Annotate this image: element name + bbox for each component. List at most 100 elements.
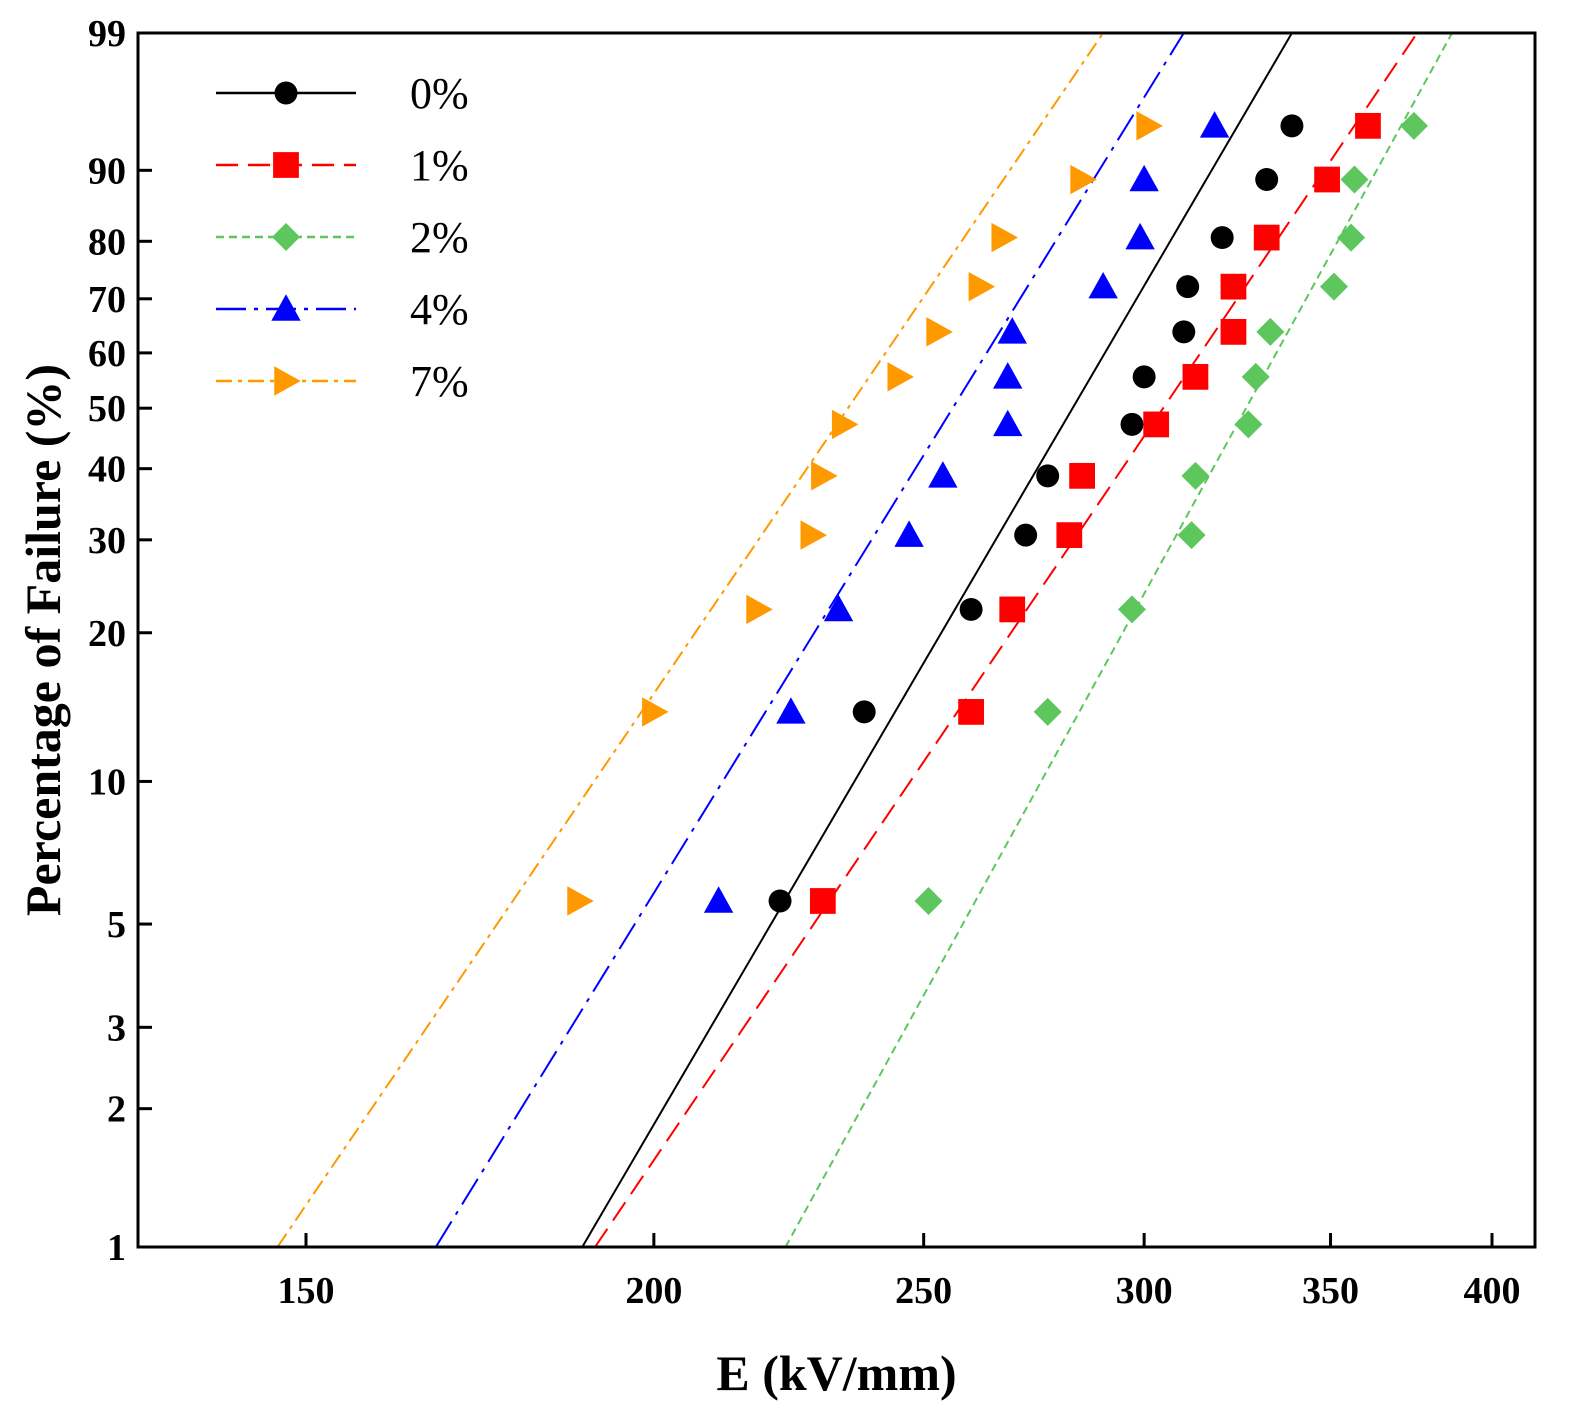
data-point-series-0-4 bbox=[1036, 464, 1060, 488]
fit-line-series-4 bbox=[276, 32, 1104, 1248]
data-point-series-3-3 bbox=[894, 520, 924, 547]
data-point-series-2-5 bbox=[1234, 410, 1263, 439]
data-point-series-1-2 bbox=[999, 596, 1026, 623]
legend-label-1: 1% bbox=[410, 141, 469, 190]
y-axis-label: Percentage of Failure (%) bbox=[15, 364, 71, 916]
y-tick-label-7: 40 bbox=[88, 449, 126, 491]
x-tick-label-1: 200 bbox=[625, 1270, 682, 1312]
data-point-series-4-2 bbox=[746, 594, 773, 625]
data-point-series-2-4 bbox=[1181, 461, 1210, 490]
data-point-series-4-6 bbox=[887, 362, 914, 392]
y-tick-label-1: 2 bbox=[107, 1089, 126, 1131]
data-point-series-1-7 bbox=[1220, 318, 1247, 345]
data-point-series-0-6 bbox=[1132, 365, 1156, 389]
y-tick-label-12: 90 bbox=[88, 150, 126, 192]
data-point-series-4-1 bbox=[642, 697, 669, 727]
data-point-series-0-11 bbox=[1280, 114, 1304, 138]
data-point-series-0-5 bbox=[1120, 412, 1144, 436]
legend-marker-4 bbox=[274, 366, 301, 396]
y-tick-label-10: 70 bbox=[88, 279, 126, 321]
data-point-series-1-11 bbox=[1355, 112, 1381, 139]
x-axis-ticks: 150 200 250 300 350 400 bbox=[278, 1233, 1521, 1312]
y-tick-label-11: 80 bbox=[88, 221, 126, 263]
y-tick-label-13: 99 bbox=[88, 13, 126, 55]
data-point-series-1-8 bbox=[1220, 273, 1247, 300]
data-point-series-0-10 bbox=[1255, 168, 1279, 192]
y-tick-label-8: 50 bbox=[88, 388, 126, 430]
legend-label-3: 4% bbox=[410, 285, 469, 334]
data-point-series-2-3 bbox=[1177, 521, 1206, 550]
data-point-series-3-0 bbox=[703, 886, 734, 913]
x-tick-label-3: 300 bbox=[1116, 1270, 1173, 1312]
x-tick-label-0: 150 bbox=[278, 1270, 335, 1312]
fit-line-series-1 bbox=[594, 32, 1419, 1248]
data-point-series-1-9 bbox=[1253, 224, 1280, 251]
data-point-series-3-9 bbox=[1125, 222, 1155, 250]
data-point-series-2-6 bbox=[1241, 362, 1270, 391]
legend-marker-0 bbox=[274, 81, 298, 105]
data-point-series-4-9 bbox=[991, 222, 1018, 253]
data-point-series-2-10 bbox=[1340, 165, 1369, 194]
x-tick-label-2: 250 bbox=[895, 1270, 952, 1312]
data-point-series-4-8 bbox=[968, 271, 996, 302]
data-point-series-3-8 bbox=[1088, 271, 1118, 299]
data-point-series-1-3 bbox=[1056, 522, 1083, 548]
legend: 0% 1% 2% 4% 7% bbox=[216, 69, 469, 406]
data-point-series-2-1 bbox=[1033, 697, 1062, 726]
data-point-series-0-1 bbox=[852, 700, 876, 724]
y-tick-label-0: 1 bbox=[107, 1227, 126, 1269]
y-tick-label-4: 10 bbox=[88, 761, 126, 803]
data-point-series-0-9 bbox=[1210, 226, 1234, 250]
legend-label-0: 0% bbox=[410, 69, 469, 118]
data-point-series-1-6 bbox=[1182, 363, 1209, 390]
data-point-series-4-0 bbox=[567, 886, 594, 916]
data-point-series-1-10 bbox=[1314, 166, 1340, 193]
data-point-series-0-8 bbox=[1176, 275, 1200, 299]
x-tick-label-4: 350 bbox=[1302, 1270, 1359, 1312]
data-point-series-1-5 bbox=[1143, 411, 1170, 438]
plot-frame bbox=[136, 31, 1537, 1249]
fit-line-series-2 bbox=[784, 32, 1453, 1248]
data-point-series-4-4 bbox=[811, 461, 838, 491]
data-point-series-4-10 bbox=[1070, 164, 1097, 195]
legend-label-2: 2% bbox=[410, 213, 469, 262]
data-point-series-3-10 bbox=[1129, 164, 1159, 192]
y-tick-label-9: 60 bbox=[88, 333, 126, 375]
legend-marker-3 bbox=[271, 294, 301, 321]
legend-marker-1 bbox=[273, 152, 299, 178]
data-point-series-3-11 bbox=[1199, 111, 1230, 138]
data-point-series-3-1 bbox=[776, 697, 806, 724]
fit-line-series-0 bbox=[581, 32, 1293, 1248]
data-point-series-1-0 bbox=[809, 888, 836, 914]
data-point-series-2-0 bbox=[914, 886, 943, 915]
y-tick-label-6: 30 bbox=[88, 520, 126, 562]
data-point-series-2-7 bbox=[1256, 317, 1285, 346]
fit-line-series-3 bbox=[434, 32, 1185, 1248]
data-point-series-4-7 bbox=[926, 317, 953, 347]
data-point-series-3-4 bbox=[928, 461, 958, 488]
data-point-series-0-2 bbox=[959, 597, 983, 621]
y-axis-ticks: 1 2 3 5 10 20 30 40 50 60 70 80 90 99 bbox=[88, 13, 152, 1269]
data-point-series-0-7 bbox=[1172, 320, 1196, 344]
data-point-series-3-5 bbox=[993, 409, 1023, 437]
data-point-series-2-11 bbox=[1399, 111, 1428, 140]
data-point-series-0-0 bbox=[768, 889, 792, 913]
y-tick-label-5: 20 bbox=[88, 613, 126, 655]
data-point-series-2-9 bbox=[1337, 223, 1366, 252]
data-point-series-4-11 bbox=[1136, 111, 1163, 141]
x-axis-label: E (kV/mm) bbox=[716, 1345, 956, 1401]
legend-marker-2 bbox=[272, 223, 300, 251]
data-point-series-1-4 bbox=[1069, 462, 1095, 489]
data-point-series-4-5 bbox=[831, 409, 859, 440]
data-point-series-2-2 bbox=[1117, 595, 1146, 624]
data-point-series-3-6 bbox=[993, 362, 1023, 389]
y-tick-label-2: 3 bbox=[107, 1007, 126, 1049]
data-point-series-2-8 bbox=[1319, 272, 1348, 301]
x-tick-label-5: 400 bbox=[1464, 1270, 1521, 1312]
data-points bbox=[567, 111, 1428, 916]
data-point-series-3-7 bbox=[997, 317, 1027, 344]
data-point-series-4-3 bbox=[800, 520, 827, 550]
data-point-series-3-2 bbox=[823, 594, 854, 622]
